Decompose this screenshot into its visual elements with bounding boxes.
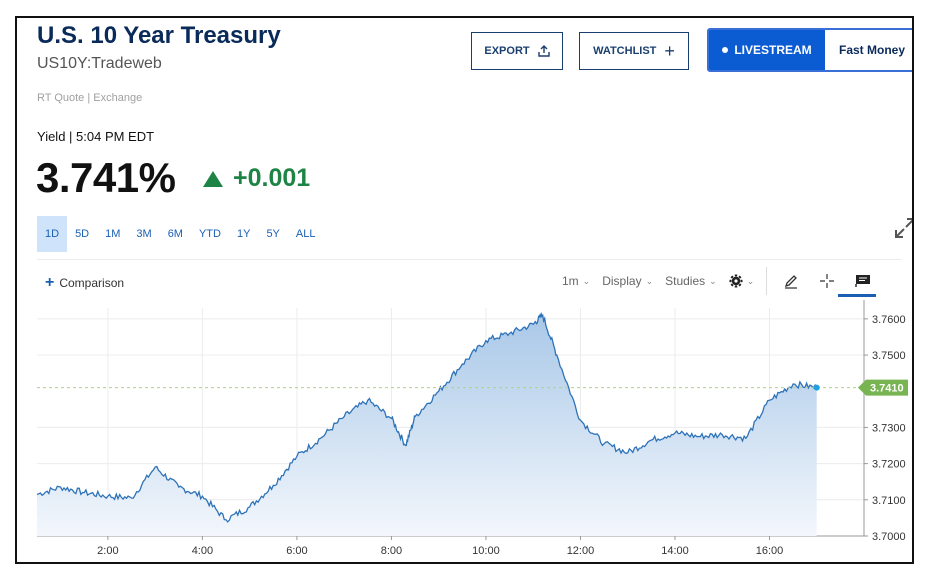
y-tick-label: 3.7300 (872, 422, 906, 434)
quote-source: RT Quote | Exchange (37, 92, 143, 104)
livestream-show[interactable]: Fast Money (839, 43, 906, 57)
comparison-button[interactable]: + Comparison (45, 274, 124, 292)
range-6m[interactable]: 6M (167, 228, 183, 240)
range-3m[interactable]: 3M (136, 228, 152, 240)
y-tick-label: 3.7600 (872, 314, 906, 326)
chevron-down-icon: ⌄ (645, 275, 654, 286)
watchlist-label: WATCHLIST (593, 45, 657, 57)
settings-dropdown[interactable]: ⌄ (723, 274, 761, 288)
watchlist-button[interactable]: WATCHLIST + (579, 32, 689, 70)
pencil-icon (785, 275, 798, 289)
display-label: Display (602, 274, 642, 288)
range-1y[interactable]: 1Y (236, 228, 251, 240)
crosshair-icon (820, 274, 835, 288)
annotation-button[interactable] (845, 274, 881, 288)
price-chart[interactable]: 3.7600 3.7500 3.7300 3.7200 3.7100 3.7000 2:00… (17, 300, 912, 564)
page-title: U.S. 10 Year Treasury (37, 22, 281, 49)
x-tick-label: 10:00 (472, 545, 500, 557)
x-tick-label: 14:00 (661, 545, 689, 557)
range-5y[interactable]: 5Y (266, 228, 280, 240)
range-ytd[interactable]: YTD (198, 228, 221, 240)
livestream-label: LIVESTREAM (734, 43, 812, 57)
x-tick-label: 4:00 (192, 545, 213, 557)
range-1m[interactable]: 1M (105, 228, 121, 240)
chevron-down-icon: ⌄ (746, 275, 755, 286)
studies-label: Studies (665, 274, 706, 288)
last-point (813, 384, 820, 391)
price-value: 3.741% (36, 154, 176, 201)
toolbar-divider (37, 259, 902, 260)
toolbar-separator (766, 267, 768, 295)
series-area (37, 314, 817, 536)
livestream-button[interactable]: LIVESTREAM (709, 30, 825, 70)
interval-dropdown[interactable]: 1m ⌄ (556, 274, 596, 288)
yield-timestamp: Yield | 5:04 PM EDT (37, 129, 155, 144)
y-tick-label: 3.7200 (872, 459, 906, 471)
x-tick-label: 12:00 (567, 545, 595, 557)
expand-icon[interactable] (894, 217, 914, 239)
x-tick-label: 16:00 (756, 545, 784, 557)
share-icon (537, 45, 550, 57)
live-dot-icon (722, 47, 729, 53)
interval-label: 1m (562, 274, 579, 288)
range-5d[interactable]: 5D (75, 228, 90, 240)
range-all[interactable]: ALL (295, 228, 316, 240)
display-dropdown[interactable]: Display ⌄ (596, 274, 659, 288)
x-tick-label: 2:00 (97, 545, 118, 557)
livestream-widget[interactable]: LIVESTREAM Fast Money (707, 28, 912, 72)
export-button[interactable]: EXPORT (471, 32, 563, 70)
x-tick-label: 6:00 (286, 545, 307, 557)
y-tick-label: 3.7100 (872, 495, 906, 507)
range-selector: 1D 5D 1M 3M 6M YTD 1Y 5Y ALL (37, 216, 323, 252)
series-line (36, 311, 818, 523)
range-1d[interactable]: 1D (37, 216, 68, 252)
gear-icon (729, 274, 743, 288)
symbol-label: US10Y:Tradeweb (37, 55, 162, 72)
y-tick-label: 3.7500 (872, 350, 906, 362)
plus-icon: + (45, 274, 55, 291)
chevron-down-icon: ⌄ (582, 275, 591, 286)
draw-tool-button[interactable] (773, 273, 809, 289)
active-tool-indicator (838, 294, 876, 297)
change-value: +0.001 (233, 164, 311, 192)
y-tick-label: 3.7000 (872, 531, 906, 543)
flag-icon (855, 275, 871, 287)
chevron-down-icon: ⌄ (709, 275, 717, 286)
plus-icon: + (664, 41, 675, 61)
last-value-label: 3.7410 (870, 383, 904, 395)
quote-panel: U.S. 10 Year Treasury US10Y:Tradeweb RT … (15, 16, 914, 564)
last-value-badge (858, 379, 908, 396)
studies-dropdown[interactable]: Studies ⌄ (659, 274, 723, 288)
comparison-label: Comparison (59, 276, 125, 290)
price-change: +0.001 (203, 164, 310, 193)
export-label: EXPORT (484, 45, 530, 57)
up-arrow-icon (203, 170, 223, 187)
x-tick-label: 8:00 (381, 545, 402, 557)
crosshair-button[interactable] (809, 273, 845, 289)
chart-toolbar: 1m ⌄ Display ⌄ Studies ⌄ ⌄ (556, 267, 881, 295)
